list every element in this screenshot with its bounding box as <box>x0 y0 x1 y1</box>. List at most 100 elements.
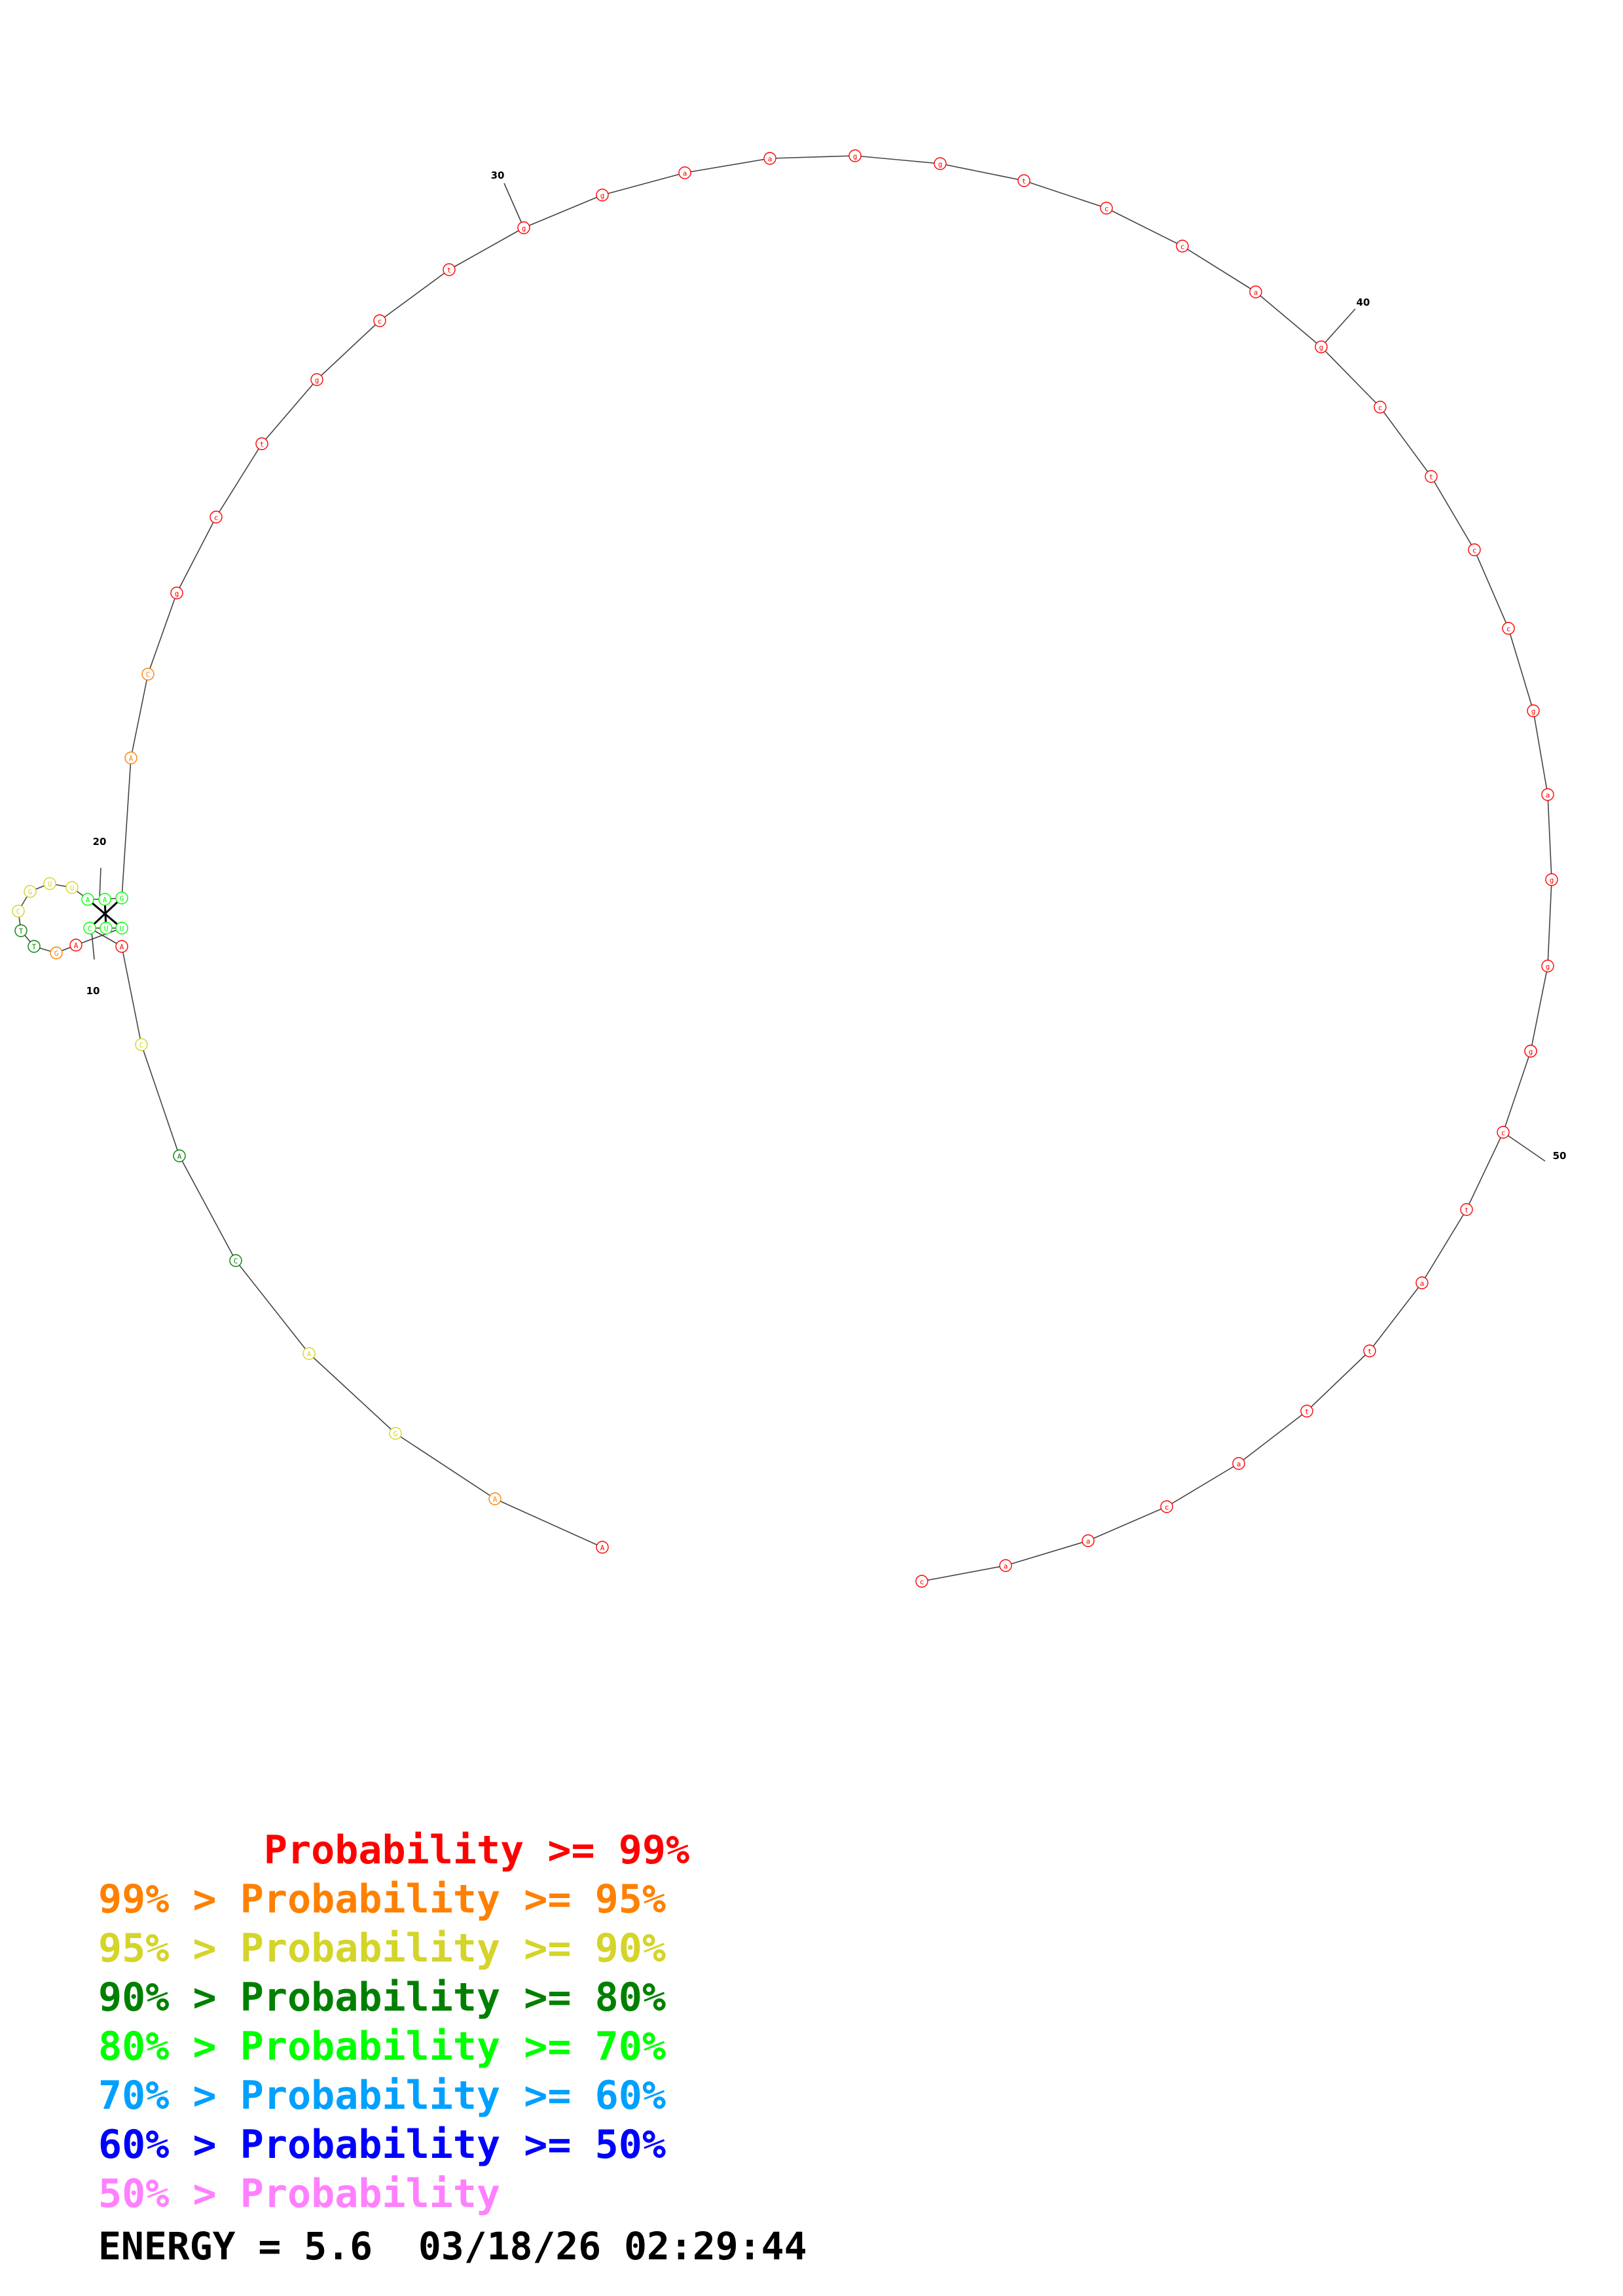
nucleotide-circle <box>1100 202 1113 215</box>
nucleotide-letter: A <box>493 1496 498 1504</box>
nucleotide-letter: t <box>1465 1206 1469 1215</box>
backbone-segment <box>1106 207 1183 247</box>
nucleotide: U <box>115 922 128 935</box>
nucleotide-letter: a <box>1237 1460 1241 1469</box>
nucleotide: U <box>43 877 56 890</box>
nucleotide-letter: c <box>1165 1503 1169 1512</box>
nucleotide-circle <box>596 188 609 202</box>
nucleotide-circle <box>229 1254 242 1267</box>
nucleotide-circle <box>848 149 862 162</box>
nucleotide-letter: t <box>1305 1408 1309 1416</box>
nucleotide: g <box>1541 960 1554 973</box>
nucleotide-letter: A <box>103 896 107 905</box>
nucleotide: a <box>1082 1534 1095 1547</box>
nucleotide-circle <box>1545 873 1558 886</box>
nucleotide: C <box>12 905 25 918</box>
nucleotide-letter: C <box>16 908 21 916</box>
nucleotide-circle <box>100 922 113 935</box>
backbone-segment <box>235 1260 310 1354</box>
nucleotide: C <box>83 922 96 935</box>
nucleotide-letter: c <box>1472 547 1477 555</box>
nucleotide-letter: C <box>146 671 151 679</box>
nucleotide-circle <box>1160 1500 1173 1513</box>
nucleotide: A <box>596 1541 609 1554</box>
nucleotide: A <box>173 1149 186 1162</box>
nucleotide: A <box>81 893 94 906</box>
nucleotide: c <box>915 1575 928 1588</box>
nucleotide: A <box>488 1492 501 1505</box>
position-labels: 10 20 30 40 50 <box>86 170 1567 1162</box>
nucleotide-circle <box>1415 1276 1429 1289</box>
backbone-segment <box>1023 180 1107 209</box>
nucleotide-letter: g <box>175 590 179 598</box>
nucleotide: c <box>210 511 223 524</box>
backbone-segment <box>1238 1410 1307 1464</box>
backbone-segment <box>494 1498 603 1548</box>
nucleotide-letter: T <box>19 927 24 936</box>
nucleotide: A <box>69 939 82 952</box>
nucleotide-circle <box>1363 1344 1376 1357</box>
nucleotide-letter: a <box>1420 1280 1425 1288</box>
position-label-tick <box>1321 308 1356 348</box>
position-label: 10 <box>86 985 100 997</box>
backbone-segment <box>121 757 132 899</box>
backbone-segment <box>1431 476 1475 550</box>
legend-row: 99% > Probability >= 95% <box>98 1876 666 1922</box>
backbone-segment <box>939 163 1025 181</box>
backbone-segment <box>1474 549 1509 629</box>
nucleotide-letter: A <box>129 755 134 763</box>
nucleotide: a <box>1415 1276 1429 1289</box>
nucleotide-letter: a <box>683 170 687 178</box>
legend-row: 50% > Probability <box>98 2171 501 2217</box>
nucleotide: c <box>1468 543 1481 556</box>
backbone-segment <box>1379 406 1432 477</box>
nucleotide-circle <box>14 924 27 937</box>
backbone-segment <box>1547 879 1552 967</box>
backbone-segment <box>684 158 771 173</box>
nucleotide-circle <box>1176 240 1189 253</box>
backbone-segment <box>1508 628 1534 711</box>
nucleotide-letter: A <box>600 1544 605 1552</box>
backbone-segment <box>1166 1463 1239 1507</box>
nucleotide: c <box>1100 202 1113 215</box>
nucleotide-letter: c <box>1378 404 1383 412</box>
backbone-segment <box>921 1565 1006 1582</box>
backbone-segment <box>179 1155 236 1261</box>
backbone-segment <box>769 155 856 159</box>
nucleotide: g <box>1527 704 1540 717</box>
nucleotide-circle <box>999 1559 1012 1572</box>
nucleotide: c <box>1374 401 1387 414</box>
backbone-segment <box>215 443 263 518</box>
nucleotide-letter: c <box>1180 243 1185 251</box>
probability-legend: Probability >= 99% 99% > Probability >= 9… <box>98 1826 689 2219</box>
nucleotide-circle <box>1017 174 1030 187</box>
nucleotide-circle <box>1497 1126 1510 1139</box>
nucleotide-circle <box>443 263 456 276</box>
nucleotide-circle <box>12 905 25 918</box>
nucleotide-circle <box>173 1149 186 1162</box>
nucleotide: g <box>934 157 947 170</box>
nucleotide: g <box>170 586 183 600</box>
backbone-segment <box>1321 346 1381 408</box>
nucleotide: G <box>115 891 128 905</box>
nucleotide: g <box>1545 873 1558 886</box>
nucleotide-letter: t <box>447 266 452 275</box>
backbone <box>18 155 1552 1582</box>
nucleotide-circle <box>1300 1405 1313 1418</box>
nucleotide: G <box>24 885 37 898</box>
backbone-segment <box>308 1353 396 1434</box>
nucleotide: G <box>50 946 63 960</box>
nucleotide-letter: g <box>522 224 526 233</box>
nucleotide-circle <box>115 891 128 905</box>
backbone-segment <box>1530 965 1548 1052</box>
nucleotide-circle <box>98 893 111 906</box>
nucleotide-circle <box>1541 788 1554 801</box>
nucleotide-letter: t <box>260 440 264 449</box>
nucleotide-letter: G <box>54 950 59 958</box>
legend-row: 95% > Probability >= 90% <box>98 1926 666 1971</box>
nucleotide: g <box>1315 340 1328 353</box>
nucleotide: A <box>124 751 137 764</box>
nucleotide-letter: g <box>315 376 319 385</box>
nucleotide-letter: T <box>32 943 37 952</box>
nucleotide-letter: a <box>1004 1562 1008 1571</box>
